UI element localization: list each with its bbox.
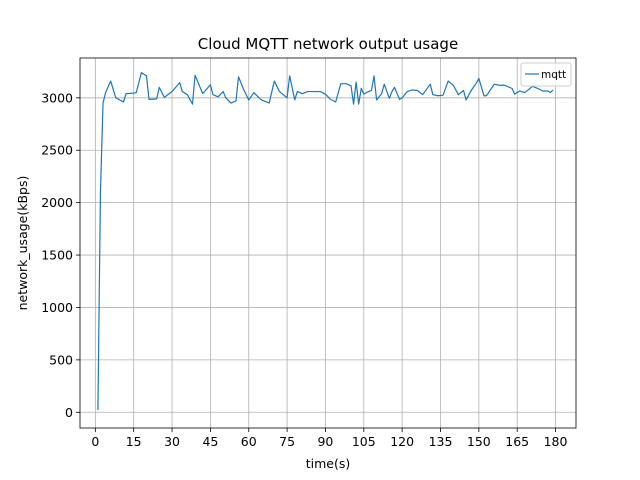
y-tick-label: 1000 (41, 300, 73, 315)
x-tick-label: 135 (429, 434, 453, 449)
y-tick-label: 500 (49, 352, 73, 367)
y-tick-label: 3000 (41, 90, 73, 105)
legend-box (520, 62, 572, 87)
x-tick-label: 90 (317, 434, 333, 449)
grid (80, 58, 576, 428)
y-axis-ticks: 0 500 1000 1500 2000 2500 3000 (41, 90, 80, 420)
y-tick-label: 2500 (41, 143, 73, 158)
series-layer (97, 72, 554, 411)
x-axis-label: time(s) (306, 456, 351, 471)
x-tick-label: 75 (279, 434, 295, 449)
x-tick-label: 60 (241, 434, 257, 449)
y-tick-label: 2000 (41, 195, 73, 210)
chart-title: Cloud MQTT network output usage (198, 35, 458, 53)
x-tick-label: 45 (202, 434, 218, 449)
y-axis-label: network_usage(kBps) (15, 176, 30, 311)
plot-area (80, 58, 576, 428)
x-tick-label: 0 (91, 434, 99, 449)
legend: mqtt (520, 62, 572, 87)
x-tick-label: 30 (164, 434, 180, 449)
x-tick-label: 165 (505, 434, 529, 449)
x-tick-label: 150 (467, 434, 491, 449)
x-tick-label: 180 (544, 434, 568, 449)
plot-frame (79, 57, 577, 429)
series-line-mqtt (97, 72, 554, 411)
legend-label-mqtt: mqtt (541, 69, 566, 81)
y-tick-label: 0 (65, 405, 73, 420)
x-axis-ticks: 0 15 30 45 60 75 90 105 120 135 150 165 180 (91, 428, 568, 449)
y-tick-label: 1500 (41, 248, 73, 263)
x-tick-label: 120 (390, 434, 414, 449)
x-tick-label: 15 (126, 434, 142, 449)
x-tick-label: 105 (352, 434, 376, 449)
